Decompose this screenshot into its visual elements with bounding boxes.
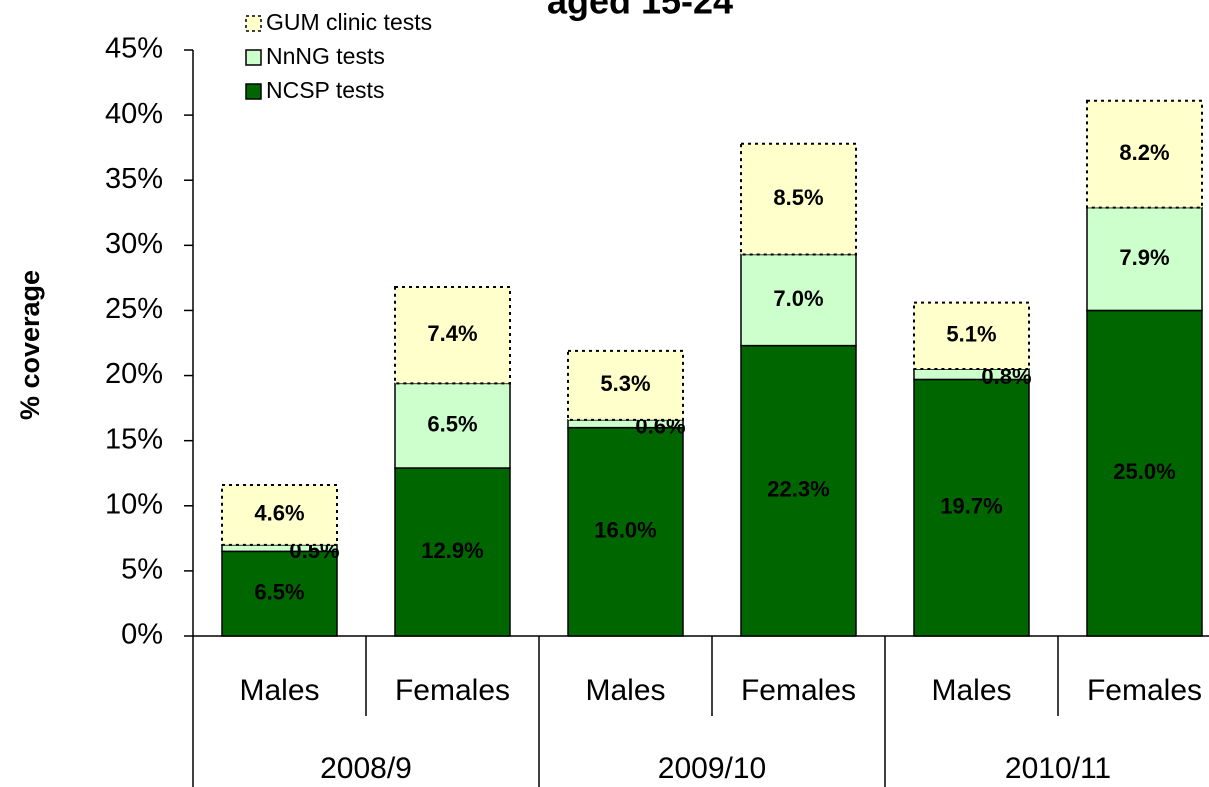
x-tick-label: Females <box>741 674 856 707</box>
group-label: 2009/10 <box>658 752 766 785</box>
legend-label: GUM clinic tests <box>266 9 432 35</box>
y-tick-label: 15% <box>105 423 163 455</box>
y-tick-label: 25% <box>105 293 163 325</box>
value-label: 8.5% <box>773 185 823 210</box>
bar-segment <box>1086 99 1203 209</box>
legend-label: NCSP tests <box>266 77 384 103</box>
bar-segment <box>221 550 338 637</box>
bar-segment <box>567 426 684 637</box>
bar-segment <box>1086 309 1203 637</box>
bar-segment <box>740 344 857 637</box>
value-label: 5.3% <box>600 371 650 396</box>
bar-segment <box>394 467 511 637</box>
legend-label: NnNG tests <box>266 43 385 69</box>
value-label: 5.1% <box>946 322 996 347</box>
y-tick-label: 45% <box>105 33 163 65</box>
value-label: 6.5% <box>254 579 304 604</box>
group-label: 2008/9 <box>320 752 412 785</box>
y-tick-label: 40% <box>105 98 163 130</box>
group-label: 2010/11 <box>1005 752 1111 785</box>
bar-segment <box>394 286 511 385</box>
y-tick-label: 30% <box>105 228 163 260</box>
chart-title: aged 15-24 <box>547 0 733 22</box>
value-label: 22.3% <box>767 477 829 502</box>
y-tick-label: 10% <box>105 488 163 520</box>
value-label: 7.4% <box>427 321 477 346</box>
y-tick-label: 5% <box>121 554 163 586</box>
value-label: 7.0% <box>773 286 823 311</box>
value-label: 16.0% <box>594 518 656 543</box>
y-axis-label: % coverage <box>15 270 45 420</box>
x-tick-label: Males <box>585 674 665 707</box>
bar-segment <box>740 253 857 347</box>
y-tick-label: 35% <box>105 163 163 195</box>
value-label: 12.9% <box>421 538 483 563</box>
value-label: 6.5% <box>427 412 477 437</box>
value-label: 7.9% <box>1119 245 1169 270</box>
legend-swatch <box>245 83 262 100</box>
value-label: 8.2% <box>1119 140 1169 165</box>
bar-segment <box>394 382 511 469</box>
y-tick-label: 20% <box>105 358 163 390</box>
x-tick-label: Females <box>395 674 510 707</box>
legend-swatch <box>245 15 262 32</box>
bar-segment <box>913 301 1030 371</box>
bar-segment <box>740 142 857 256</box>
legend-swatch <box>245 49 262 66</box>
bar-segment <box>567 349 684 421</box>
y-tick-label: 0% <box>121 619 163 651</box>
value-label: 25.0% <box>1113 459 1175 484</box>
x-tick-label: Males <box>931 674 1011 707</box>
value-label: 4.6% <box>254 501 304 526</box>
x-tick-label: Males <box>239 674 319 707</box>
bar-segment <box>221 483 338 546</box>
x-tick-label: Females <box>1087 674 1202 707</box>
bar-segment <box>1086 206 1203 312</box>
value-label: 19.7% <box>940 494 1002 519</box>
